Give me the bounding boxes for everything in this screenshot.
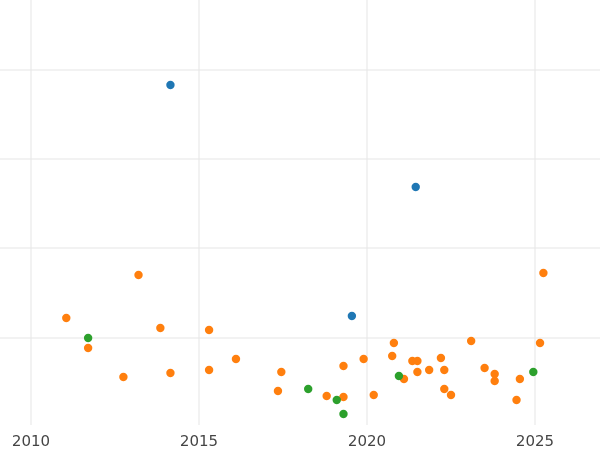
data-point <box>166 80 175 90</box>
data-point <box>62 313 71 323</box>
data-point <box>339 361 348 371</box>
data-point <box>388 351 397 361</box>
x-tick-label: 2025 <box>516 432 554 450</box>
data-point <box>490 369 499 379</box>
data-point <box>339 392 348 402</box>
data-point <box>231 354 241 364</box>
data-point <box>156 323 165 333</box>
data-point <box>535 338 545 348</box>
x-tick-label: 2015 <box>180 432 218 450</box>
data-point <box>277 367 286 377</box>
data-point <box>411 182 420 192</box>
data-point <box>512 395 521 405</box>
x-axis-tick-labels: 2010 2015 2020 2025 <box>12 432 554 450</box>
data-point <box>394 371 404 381</box>
x-tick-label: 2020 <box>348 432 386 450</box>
data-point <box>446 390 456 400</box>
data-point <box>515 374 525 384</box>
data-point <box>204 365 214 375</box>
data-point <box>413 367 422 377</box>
data-point <box>539 268 548 278</box>
data-point <box>83 343 93 353</box>
data-point <box>339 409 348 419</box>
vertical-gridlines <box>30 0 536 425</box>
data-point <box>413 356 422 366</box>
data-point <box>359 354 368 364</box>
data-point <box>389 338 399 348</box>
data-point <box>204 325 214 335</box>
data-point <box>304 384 313 394</box>
data-point <box>369 390 378 400</box>
data-point <box>436 353 446 363</box>
data-point <box>466 336 476 346</box>
data-point <box>119 372 128 382</box>
x-tick-label: 2010 <box>12 432 50 450</box>
data-point <box>83 333 93 343</box>
data-point <box>166 368 175 378</box>
horizontal-gridlines <box>0 69 600 339</box>
data-point <box>134 270 143 280</box>
data-point <box>424 365 434 375</box>
data-point <box>440 365 449 375</box>
data-point <box>480 363 489 373</box>
data-point <box>347 311 357 321</box>
data-point <box>273 386 283 396</box>
data-point <box>440 384 449 394</box>
data-points <box>62 80 548 419</box>
data-point <box>490 376 499 386</box>
data-point <box>332 395 341 405</box>
data-point <box>322 391 331 401</box>
data-point <box>529 367 538 377</box>
